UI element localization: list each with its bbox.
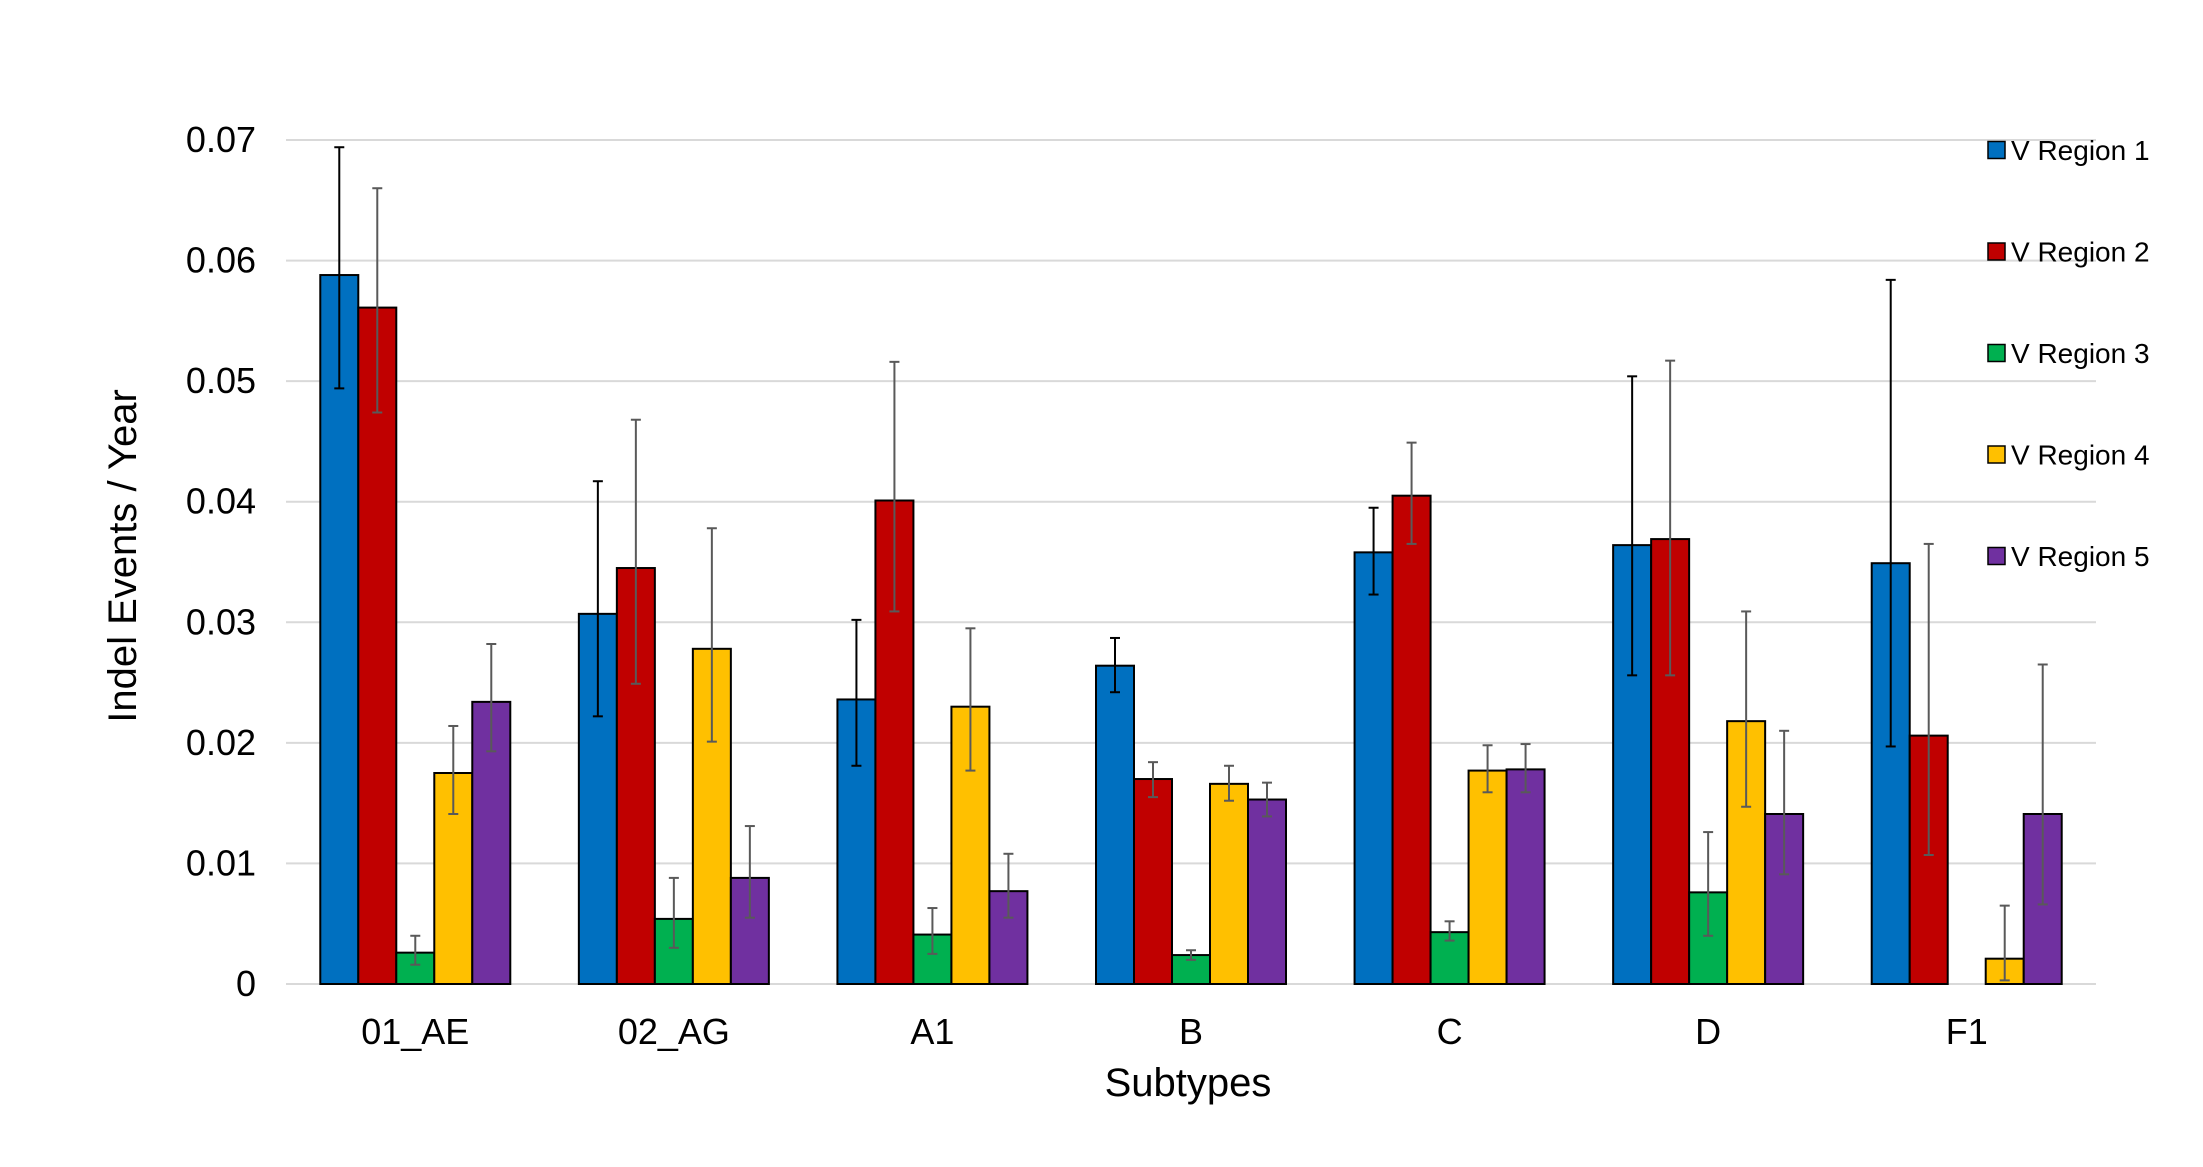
error-bar: [1741, 610, 1752, 808]
error-bar: [410, 934, 421, 966]
legend-swatch: [1987, 242, 2006, 261]
legend-label: V Region 4: [2011, 440, 2150, 471]
y-tick-label: 0.06: [186, 240, 256, 281]
y-tick-label: 0.07: [186, 119, 256, 160]
legend-label: V Region 3: [2011, 338, 2150, 369]
error-bar: [1999, 904, 2010, 982]
legend: V Region 1 V Region 2 V Region 3 V Region 4…: [1987, 135, 2150, 572]
error-bar: [1482, 744, 1493, 794]
error-bar: [1262, 781, 1272, 818]
y-axis-ticks: 0 0.01 0.02 0.03 0.04 0.05 0.06 0.07: [186, 119, 256, 1004]
bar: [1353, 551, 1394, 986]
legend-item: V Region 1: [1987, 135, 2150, 166]
error-bar: [927, 907, 938, 955]
legend-item: V Region 3: [1987, 338, 2150, 369]
error-bar: [372, 187, 383, 414]
x-axis-title: Subtypes: [1105, 1061, 1272, 1105]
error-bar: [1923, 542, 1934, 856]
error-bar: [1406, 441, 1417, 545]
error-bar: [1665, 359, 1676, 677]
y-tick-label: 0: [236, 963, 256, 1004]
x-axis-ticks: 01_AE 02_AG A1 B C D F1: [361, 1011, 1987, 1052]
error-bar: [1186, 949, 1196, 961]
x-tick-label: 01_AE: [361, 1011, 469, 1052]
error-bar: [630, 418, 641, 685]
error-bar: [965, 627, 976, 772]
y-tick-label: 0.03: [186, 601, 256, 642]
legend-item: V Region 5: [1987, 541, 2150, 572]
legend-swatch: [1987, 343, 2006, 363]
y-tick-label: 0.04: [186, 481, 256, 522]
error-bar: [334, 146, 345, 390]
error-bar: [1110, 636, 1120, 694]
x-tick-label: C: [1437, 1011, 1463, 1052]
error-bar: [1520, 743, 1531, 794]
legend-swatch: [1987, 140, 2006, 160]
bar: [1505, 768, 1546, 986]
error-bar: [1368, 506, 1379, 596]
y-tick-label: 0.01: [186, 842, 256, 883]
bar: [1095, 664, 1135, 985]
legend-item: V Region 4: [1987, 440, 2150, 471]
error-bar: [1224, 764, 1234, 802]
bar: [357, 306, 398, 985]
error-bars: [334, 146, 2048, 982]
error-bar: [448, 724, 459, 815]
error-bar: [1627, 375, 1638, 677]
x-tick-label: 02_AG: [618, 1011, 730, 1052]
x-tick-label: D: [1695, 1011, 1721, 1052]
y-tick-label: 0.05: [186, 360, 256, 401]
y-axis-title: Indel Events / Year: [101, 389, 145, 723]
error-bar: [1703, 831, 1714, 937]
x-tick-label: A1: [910, 1011, 954, 1052]
error-bar: [889, 360, 900, 613]
y-tick-label: 0.02: [186, 722, 256, 763]
bar: [319, 274, 360, 986]
error-bar: [2037, 663, 2048, 906]
bar: [1247, 798, 1287, 985]
x-tick-label: F1: [1946, 1011, 1988, 1052]
bar: [1467, 769, 1508, 985]
error-bar: [1885, 278, 1896, 748]
bar: [1391, 494, 1432, 985]
gridlines: [286, 139, 2096, 985]
bar: [1133, 778, 1173, 985]
legend-label: V Region 2: [2011, 237, 2150, 268]
error-bar: [486, 642, 497, 753]
legend-label: V Region 5: [2011, 541, 2150, 572]
legend-label: V Region 1: [2011, 135, 2150, 166]
error-bar: [851, 618, 862, 767]
error-bar: [1444, 920, 1455, 942]
x-tick-label: B: [1179, 1011, 1203, 1052]
legend-swatch: [1987, 546, 2006, 566]
error-bar: [1779, 729, 1790, 876]
error-bar: [1148, 761, 1158, 799]
bar: [1209, 782, 1249, 986]
error-bar: [668, 876, 679, 949]
legend-swatch: [1987, 445, 2006, 464]
legend-item: V Region 2: [1987, 237, 2150, 268]
error-bar: [1003, 852, 1014, 919]
bars: [319, 274, 2063, 986]
error-bar: [744, 825, 755, 919]
error-bar: [706, 527, 717, 743]
error-bar: [592, 480, 603, 718]
